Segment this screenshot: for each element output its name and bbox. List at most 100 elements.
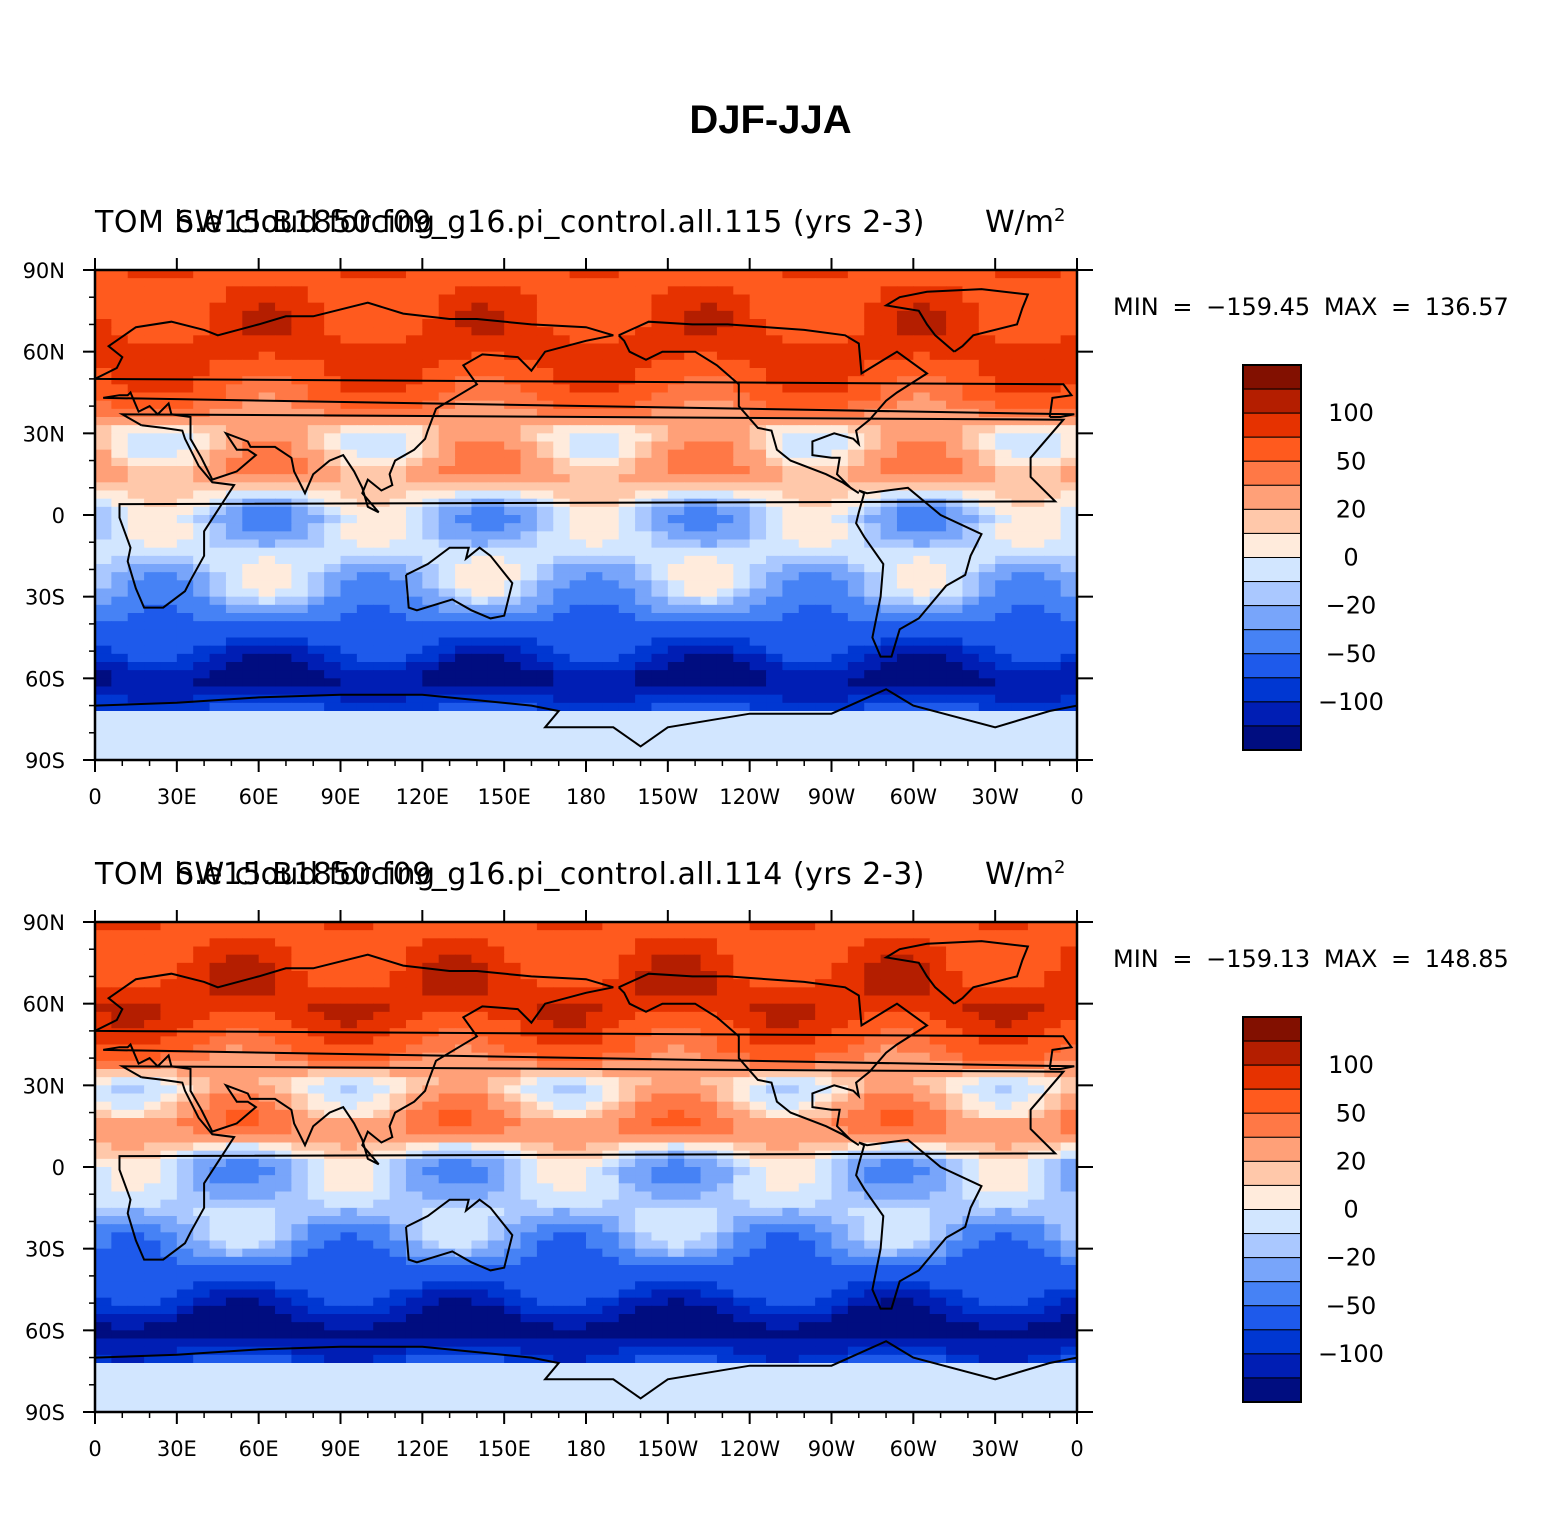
contour-cell <box>962 702 980 712</box>
contour-cell <box>831 359 849 369</box>
contour-cell <box>438 694 456 704</box>
contour-cell <box>1011 1011 1029 1021</box>
contour-cell <box>766 954 783 964</box>
contour-cell <box>815 702 833 712</box>
contour-cell <box>946 523 964 532</box>
contour-cell <box>225 425 243 434</box>
contour-cell <box>1011 433 1029 443</box>
contour-cell <box>847 979 865 988</box>
contour-cell <box>995 1028 1013 1037</box>
contour-cell <box>913 327 931 336</box>
contour-cell <box>455 954 473 964</box>
contour-cell <box>487 417 505 426</box>
contour-cell <box>504 645 522 655</box>
contour-cell <box>716 604 734 614</box>
contour-cell <box>733 302 751 312</box>
contour-cell <box>913 270 931 279</box>
contour-cell <box>176 987 194 997</box>
contour-cell <box>847 392 865 402</box>
contour-cell <box>471 613 489 622</box>
contour-cell <box>929 335 947 345</box>
contour-cell <box>504 294 522 304</box>
contour-cell <box>929 613 947 622</box>
contour-cell <box>700 987 718 997</box>
contour-cell <box>438 1020 456 1029</box>
contour-cell <box>831 278 849 287</box>
contour-cell <box>324 1044 342 1054</box>
contour-cell <box>896 523 914 532</box>
contour-cell <box>569 645 587 655</box>
contour-cell <box>291 294 309 304</box>
contour-cell <box>733 962 751 972</box>
contour-cell <box>127 327 145 336</box>
contour-cell <box>307 490 325 500</box>
contour-cell <box>242 392 260 402</box>
contour-cell <box>847 498 865 508</box>
contour-cell <box>995 686 1013 696</box>
contour-cell <box>127 531 145 541</box>
contour-cell <box>324 384 342 394</box>
contour-cell <box>651 678 669 688</box>
contour-cell <box>766 319 783 328</box>
contour-cell <box>618 1028 636 1037</box>
contour-cell <box>798 604 816 614</box>
contour-cell <box>536 946 554 956</box>
contour-cell <box>373 930 391 939</box>
contour-cell <box>1011 449 1029 459</box>
contour-cell <box>504 310 522 320</box>
contour-cell <box>978 547 996 557</box>
contour-cell <box>896 449 914 459</box>
contour-cell <box>356 408 374 418</box>
contour-cell <box>144 564 162 573</box>
contour-cell <box>1027 702 1045 712</box>
contour-cell <box>749 954 767 964</box>
contour-cell <box>176 310 194 320</box>
contour-cell <box>455 351 473 361</box>
contour-cell <box>193 938 211 948</box>
contour-cell <box>847 1052 865 1062</box>
contour-cell <box>487 302 505 312</box>
contour-cell <box>716 694 734 704</box>
contour-cell <box>602 629 620 639</box>
contour-cell <box>667 1028 685 1037</box>
contour-cell <box>258 384 276 394</box>
contour-cell <box>95 686 112 696</box>
contour-cell <box>225 433 243 443</box>
contour-cell <box>946 613 964 622</box>
contour-cell <box>258 604 276 614</box>
contour-cell <box>831 629 849 639</box>
contour-cell <box>831 653 849 663</box>
contour-cell <box>127 653 145 663</box>
contour-cell <box>700 515 718 524</box>
contour-cell <box>1044 686 1062 696</box>
contour-cell <box>962 971 980 980</box>
contour-cell <box>667 278 685 287</box>
contour-cell <box>667 662 685 671</box>
contour-cell <box>913 286 931 296</box>
contour-cell <box>275 539 292 549</box>
contour-cell <box>373 1085 391 1095</box>
contour-cell <box>847 702 865 712</box>
contour-cell <box>749 702 767 712</box>
contour-cell <box>1060 930 1077 939</box>
contour-cell <box>635 1052 653 1062</box>
contour-cell <box>831 433 849 443</box>
contour-cell <box>1027 335 1045 345</box>
contour-cell <box>569 457 587 467</box>
contour-cell <box>242 408 260 418</box>
contour-cell <box>553 506 571 516</box>
contour-cell <box>258 351 276 361</box>
contour-cell <box>193 531 211 541</box>
contour-cell <box>880 613 898 622</box>
contour-cell <box>553 425 571 434</box>
contour-cell <box>324 555 342 565</box>
contour-cell <box>962 629 980 639</box>
min-max-label: MIN = −159.45 MAX = 136.57 <box>1113 293 1509 321</box>
contour-cell <box>127 270 145 279</box>
contour-cell <box>815 670 833 679</box>
contour-cell <box>569 1003 587 1013</box>
contour-cell <box>520 694 538 704</box>
figure-title: DJF-JJA <box>689 98 852 142</box>
contour-cell <box>307 987 325 997</box>
contour-cell <box>684 1028 702 1037</box>
